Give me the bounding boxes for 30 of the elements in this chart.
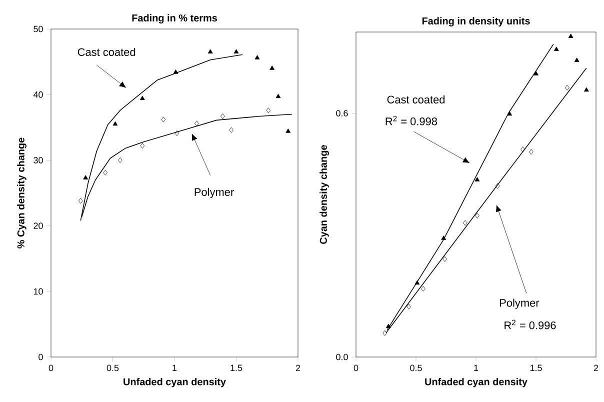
x-tick-label: 0 [48,364,54,372]
x-tick-label: 2 [296,364,300,372]
y-axis-title: % Cyan density change [17,138,26,248]
y-tick-label: 50 [34,26,43,32]
y-axis-title: Cyan density change [320,145,329,244]
annotation: Polymer [500,298,540,309]
annotation: Cast coated [387,95,445,104]
annotation: Cast coated [78,48,136,56]
y-tick-label: 10 [34,288,43,295]
y-tick-label: 30 [34,157,43,164]
annotation: R$^{2}$ = 0.998 [386,116,437,126]
y-tick-label: 40 [33,91,43,98]
x-tick-label: 1.5 [230,364,242,372]
x-tick-label: 1 [474,364,478,371]
x-axis-title: Unfaded cyan density [425,378,528,388]
x-tick-label: 1 [172,364,177,371]
x-axis-title: Unfaded cyan density [124,378,226,388]
x-tick-label: 0.5 [410,364,422,372]
y-tick-label: 0 [38,354,43,360]
y-tick-label: 0.6 [336,110,348,116]
annotation: Polymer [194,188,234,198]
x-tick-label: 0.5 [106,364,119,372]
x-tick-label: 0 [354,364,358,372]
annotation: R$^{2}$ = 0.996 [504,320,556,330]
x-tick-label: 1.5 [530,364,542,372]
chart-title: Fading in % terms [132,14,217,24]
y-tick-label: 0.0 [336,354,348,360]
y-tick-label: 20 [34,222,43,229]
x-tick-label: 2 [594,364,598,372]
chart-title: Fading in density units [422,17,530,27]
